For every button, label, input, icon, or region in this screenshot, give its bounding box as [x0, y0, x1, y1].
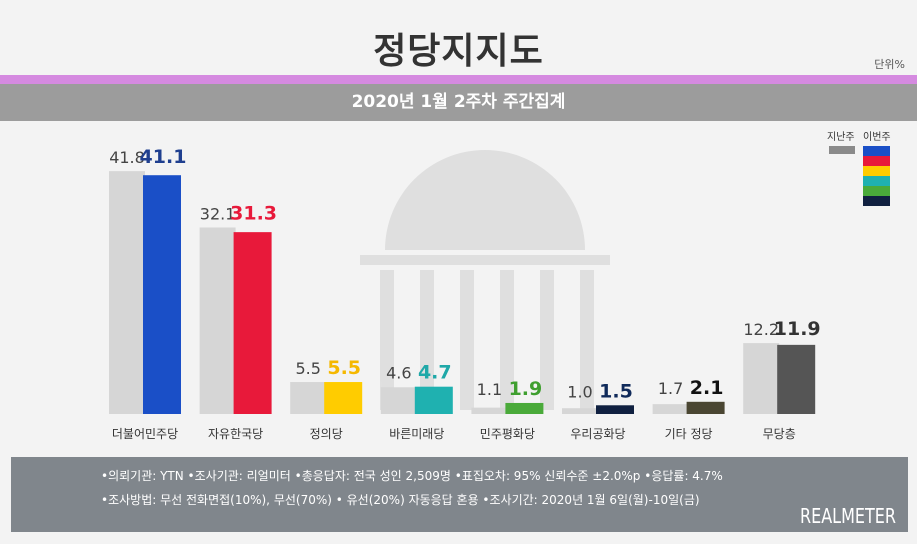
value-label-current: 1.9	[509, 378, 543, 400]
category-label: 무당층	[763, 427, 796, 441]
value-label-current: 2.1	[690, 377, 724, 399]
bar-chart: 41.841.1 더불어민주당 32.131.3 자유한국당 5.5 5.5 정의당 4.6 4…	[109, 146, 821, 441]
bar-current	[777, 344, 816, 414]
value-label-prev: 12.2	[743, 320, 779, 339]
bar-current	[143, 175, 181, 414]
capitol-watermark	[360, 150, 610, 410]
value-label-prev: 1.7	[658, 379, 683, 398]
value-label-current: 4.7	[418, 362, 452, 384]
survey-info-footer: •의뢰기관: YTN •조사기관: 리얼미터 •총응답자: 전국 성인 2,50…	[11, 457, 908, 532]
bar-prev	[380, 387, 417, 414]
brand-logo: REALMETER	[800, 504, 896, 528]
bar-current	[233, 232, 272, 414]
accent-divider	[0, 75, 917, 84]
value-label-current: 5.5	[327, 357, 361, 379]
bar-prev	[471, 407, 508, 414]
bar-current	[686, 401, 725, 414]
legend-swatch	[863, 186, 890, 196]
legend-prev-swatch	[829, 146, 855, 154]
bar-prev	[562, 408, 598, 414]
legend-swatch	[863, 196, 890, 206]
legend-cur-swatches	[863, 146, 890, 206]
category-label: 바른미래당	[389, 427, 444, 441]
legend-swatch	[863, 156, 890, 166]
category-label: 우리공화당	[570, 427, 625, 441]
legend-swatch	[863, 166, 890, 176]
bar-current	[414, 386, 453, 414]
subtitle-banner: 2020년 1월 2주차 주간집계	[0, 84, 917, 121]
category-label: 정의당	[310, 427, 343, 441]
legend-swatch	[863, 176, 890, 186]
bar-current	[505, 402, 544, 414]
legend: 지난주 이번주	[827, 128, 907, 208]
value-label-current: 31.3	[230, 202, 277, 224]
category-label: 더불어민주당	[112, 427, 178, 441]
value-label-prev: 32.1	[200, 204, 236, 223]
bar-current	[596, 405, 634, 414]
value-label-prev: 5.5	[295, 359, 320, 378]
bar-current	[324, 382, 363, 414]
footer-line-1: •의뢰기관: YTN •조사기관: 리얼미터 •총응답자: 전국 성인 2,50…	[101, 469, 723, 483]
category-label: 자유한국당	[208, 427, 263, 441]
legend-prev-label: 지난주	[827, 132, 855, 143]
legend-cur-label: 이번주	[863, 132, 891, 143]
value-label-prev: 1.1	[477, 380, 502, 399]
value-label-current: 1.5	[599, 380, 633, 402]
bar-prev	[652, 404, 689, 414]
bar-prev	[109, 171, 145, 414]
category-label: 민주평화당	[480, 427, 535, 441]
page-title: 정당지지도	[373, 31, 544, 72]
category-label: 기타 정당	[665, 427, 713, 441]
value-label-prev: 41.8	[109, 148, 145, 167]
unit-label: 단위%	[874, 58, 905, 71]
bar-prev	[290, 382, 327, 414]
value-label-prev: 1.0	[567, 382, 592, 401]
bar-prev	[743, 343, 780, 414]
legend-swatch	[863, 146, 890, 156]
value-label-current: 11.9	[774, 318, 821, 340]
value-label-current: 41.1	[140, 146, 187, 168]
value-label-prev: 4.6	[386, 364, 411, 383]
bar-prev	[199, 227, 236, 414]
footer-line-2: •조사방법: 무선 전화면접(10%), 무선(70%) • 유선(20%) 자…	[101, 493, 700, 507]
